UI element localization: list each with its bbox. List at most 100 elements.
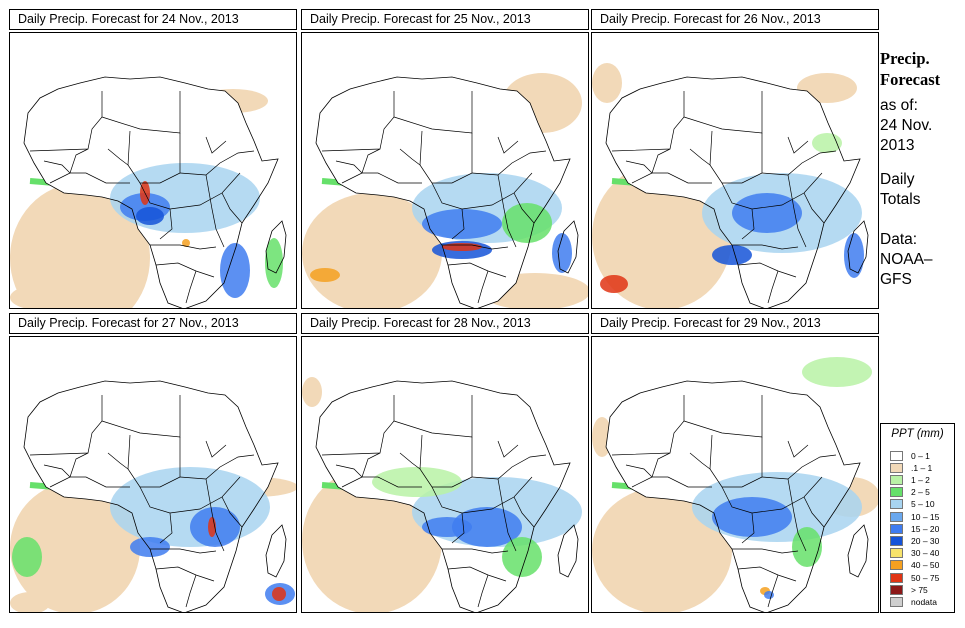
country-border bbox=[185, 270, 197, 304]
legend-item: 1 – 2 bbox=[890, 474, 930, 485]
precip-cell bbox=[732, 193, 802, 233]
madagascar-outline bbox=[847, 220, 869, 274]
country-border bbox=[419, 434, 473, 488]
legend-item: 15 – 20 bbox=[890, 523, 939, 534]
country-border bbox=[155, 262, 215, 278]
country-border bbox=[159, 208, 173, 240]
panel-title: Daily Precip. Forecast for 28 Nov., 2013 bbox=[301, 313, 589, 334]
legend-swatch bbox=[890, 474, 903, 485]
country-border bbox=[361, 148, 381, 174]
legend-label: 15 – 20 bbox=[911, 523, 940, 534]
legend-label: 50 – 75 bbox=[911, 572, 940, 583]
precip-cell bbox=[136, 207, 164, 225]
country-border bbox=[721, 476, 823, 514]
coastline bbox=[23, 380, 279, 612]
precip-cell bbox=[182, 239, 190, 247]
precip-cell bbox=[422, 209, 502, 239]
country-border bbox=[205, 440, 227, 458]
forecast-map bbox=[591, 32, 879, 309]
precip-cell bbox=[812, 133, 842, 153]
country-border bbox=[787, 174, 807, 248]
legend-swatch bbox=[890, 511, 903, 522]
country-border bbox=[43, 160, 71, 174]
legend-item: > 75 bbox=[890, 584, 928, 595]
legend-swatch bbox=[890, 548, 903, 559]
country-border bbox=[689, 452, 711, 470]
legend-item: 5 – 10 bbox=[890, 499, 935, 510]
country-border bbox=[631, 172, 712, 184]
country-border bbox=[471, 454, 547, 480]
country-border bbox=[321, 91, 395, 152]
map-canvas bbox=[302, 377, 582, 612]
country-border bbox=[625, 464, 653, 478]
country-border bbox=[767, 270, 779, 304]
light-precip-area bbox=[302, 193, 442, 308]
country-border bbox=[689, 148, 711, 166]
precip-cell bbox=[220, 243, 250, 298]
country-border bbox=[451, 208, 465, 240]
legend-item: 40 – 50 bbox=[890, 560, 939, 571]
country-border bbox=[477, 270, 489, 304]
country-border bbox=[29, 91, 103, 152]
country-border bbox=[447, 262, 507, 278]
data-source-line: NOAA– bbox=[880, 251, 933, 268]
precip-cell bbox=[272, 587, 286, 601]
legend-item: .1 – 1 bbox=[890, 462, 932, 473]
country-border bbox=[43, 464, 71, 478]
precip-cell bbox=[600, 275, 628, 293]
map-canvas bbox=[302, 73, 588, 308]
legend-swatch bbox=[890, 462, 903, 473]
legend-swatch bbox=[890, 450, 903, 461]
country-border bbox=[497, 174, 517, 248]
country-border bbox=[69, 452, 89, 478]
country-border bbox=[179, 150, 255, 176]
precip-cell bbox=[552, 233, 572, 273]
map-canvas bbox=[10, 76, 287, 308]
country-border bbox=[803, 192, 825, 224]
country-border bbox=[29, 395, 103, 456]
precip-cell bbox=[712, 497, 792, 537]
legend-swatch bbox=[890, 572, 903, 583]
country-border bbox=[737, 262, 797, 278]
country-border bbox=[321, 395, 395, 456]
daily-totals-note: Daily Totals bbox=[880, 170, 921, 210]
country-border bbox=[127, 434, 181, 488]
legend-item: nodata bbox=[890, 596, 937, 607]
country-border bbox=[471, 150, 547, 176]
country-border bbox=[127, 130, 181, 184]
country-border bbox=[477, 574, 489, 608]
legend-label: > 75 bbox=[911, 584, 928, 595]
country-border bbox=[451, 512, 465, 544]
legend-title: PPT (mm) bbox=[891, 428, 944, 440]
country-border bbox=[101, 395, 181, 438]
light-precip-area bbox=[10, 183, 150, 308]
country-border bbox=[741, 512, 755, 544]
country-border bbox=[631, 476, 712, 488]
legend-label: 5 – 10 bbox=[911, 499, 935, 510]
precip-cell bbox=[130, 537, 170, 557]
country-border bbox=[150, 548, 217, 554]
country-border bbox=[431, 172, 533, 210]
precip-cell bbox=[502, 203, 552, 243]
madagascar-outline bbox=[557, 220, 579, 274]
country-border bbox=[49, 476, 130, 488]
as-of-line: 2013 bbox=[880, 137, 915, 154]
madagascar-outline bbox=[265, 220, 287, 274]
country-border bbox=[361, 452, 381, 478]
country-border bbox=[513, 192, 535, 224]
country-border bbox=[49, 172, 130, 184]
precip-cell bbox=[422, 517, 472, 537]
map-canvas bbox=[10, 380, 296, 612]
country-border bbox=[69, 148, 89, 174]
country-border bbox=[513, 496, 535, 528]
country-border bbox=[741, 208, 755, 240]
data-source-line: Data: bbox=[880, 231, 918, 248]
legend-swatch bbox=[890, 535, 903, 546]
legend-swatch bbox=[890, 560, 903, 571]
light-precip-area bbox=[10, 285, 70, 308]
precip-cell bbox=[802, 357, 872, 387]
legend-label: 1 – 2 bbox=[911, 474, 930, 485]
country-border bbox=[393, 395, 473, 438]
legend-item: 10 – 15 bbox=[890, 511, 939, 522]
